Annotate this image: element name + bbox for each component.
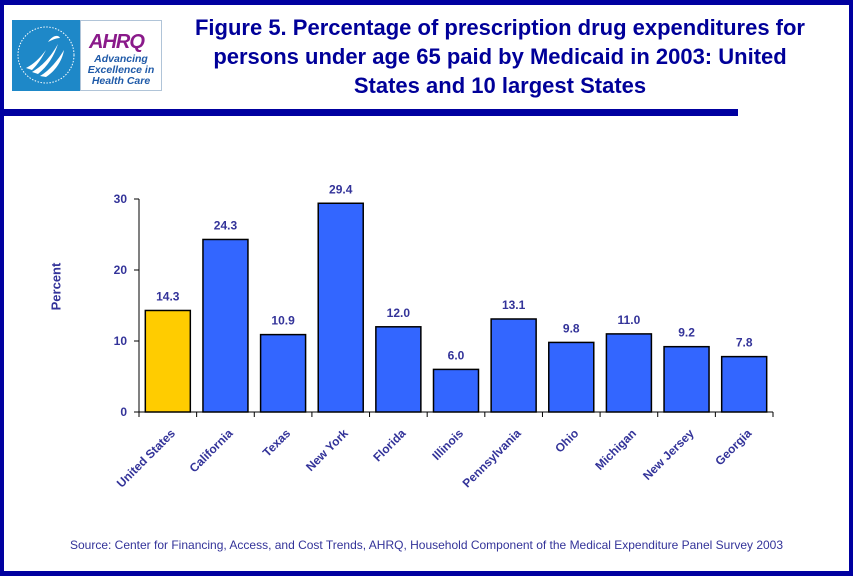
bar xyxy=(490,318,537,413)
x-tick-label: Florida xyxy=(370,426,408,464)
x-tick-label: Texas xyxy=(260,426,294,460)
data-label: 14.3 xyxy=(156,289,180,303)
x-tick-label: Michigan xyxy=(592,426,639,473)
data-label: 10.9 xyxy=(271,314,295,328)
x-tick-label: Ohio xyxy=(552,426,581,455)
data-label: 24.3 xyxy=(214,218,238,232)
bar xyxy=(663,345,710,413)
data-label: 9.2 xyxy=(678,326,695,340)
data-label: 29.4 xyxy=(329,182,353,196)
x-tick-label: California xyxy=(187,426,236,475)
source-note: Source: Center for Financing, Access, an… xyxy=(69,538,784,552)
ahrq-logo: AHRQ Advancing Excellence in Health Care xyxy=(80,20,162,91)
x-tick-label: New Jersey xyxy=(640,426,697,483)
y-tick-label: 0 xyxy=(120,405,127,419)
eagle-icon xyxy=(17,26,75,84)
bar xyxy=(548,341,595,413)
bar xyxy=(375,326,422,413)
tagline-line-3: Health Care xyxy=(91,75,151,87)
data-label: 9.8 xyxy=(563,321,580,335)
hhs-seal-logo xyxy=(12,20,80,91)
header-rule xyxy=(0,109,738,116)
ahrq-tagline: Advancing Excellence in Health Care xyxy=(81,54,161,87)
x-tick-label: Pennsylvania xyxy=(460,426,524,490)
data-label: 11.0 xyxy=(618,313,641,327)
bar xyxy=(202,238,249,413)
tagline-line-1: Advancing xyxy=(94,53,148,65)
logo-group: AHRQ Advancing Excellence in Health Care xyxy=(12,20,162,91)
tagline-line-2: Excellence in xyxy=(87,64,155,76)
bar xyxy=(317,202,364,413)
y-tick-label: 30 xyxy=(114,192,128,206)
bar xyxy=(720,355,768,413)
bar-highlight xyxy=(144,309,192,413)
data-label: 13.1 xyxy=(502,298,526,312)
data-label: 7.8 xyxy=(736,336,753,350)
data-label: 6.0 xyxy=(448,348,465,362)
bar xyxy=(259,333,307,413)
data-label: 12.0 xyxy=(387,306,411,320)
x-tick-label: United States xyxy=(114,426,178,490)
bar xyxy=(605,333,653,413)
chart-title: Figure 5. Percentage of prescription dru… xyxy=(194,15,805,98)
x-tick-label: Illinois xyxy=(429,426,466,463)
bar xyxy=(432,368,480,413)
x-tick-label: New York xyxy=(303,426,351,474)
ahrq-wordmark: AHRQ xyxy=(89,31,145,53)
x-tick-label: Georgia xyxy=(712,426,754,468)
y-tick-label: 10 xyxy=(114,334,128,348)
y-tick-label: 20 xyxy=(114,263,128,277)
